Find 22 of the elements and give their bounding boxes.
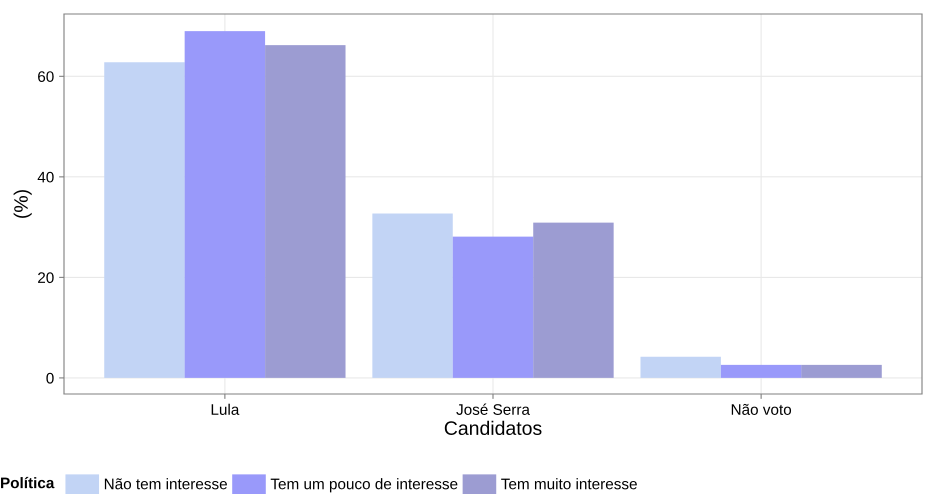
- bar: [801, 364, 882, 378]
- bar: [452, 236, 534, 378]
- bar: [104, 62, 185, 378]
- y-tick-label: 20: [38, 272, 54, 284]
- y-tick-label: 0: [46, 372, 54, 384]
- bar: [184, 31, 266, 378]
- bar: [372, 214, 453, 378]
- x-tick-label: Lula: [212, 404, 240, 415]
- legend-label: Tem um pouco de interesse: [270, 478, 458, 492]
- x-tick-label: José Serra: [456, 404, 530, 415]
- x-tick-label: Não voto: [732, 404, 792, 415]
- legend-label: Tem muito interesse: [501, 478, 637, 490]
- legend-label: Não tem interesse: [104, 478, 227, 490]
- bar: [640, 356, 721, 378]
- bar: [265, 45, 346, 378]
- bar: [533, 222, 614, 378]
- legend-title: Política: [1, 476, 54, 488]
- x-axis-title: Candidatos: [444, 420, 542, 436]
- y-tick-label: 60: [38, 71, 54, 82]
- y-tick-label: 40: [38, 172, 54, 183]
- y-axis-title: (%): [14, 190, 32, 218]
- bar: [720, 364, 802, 378]
